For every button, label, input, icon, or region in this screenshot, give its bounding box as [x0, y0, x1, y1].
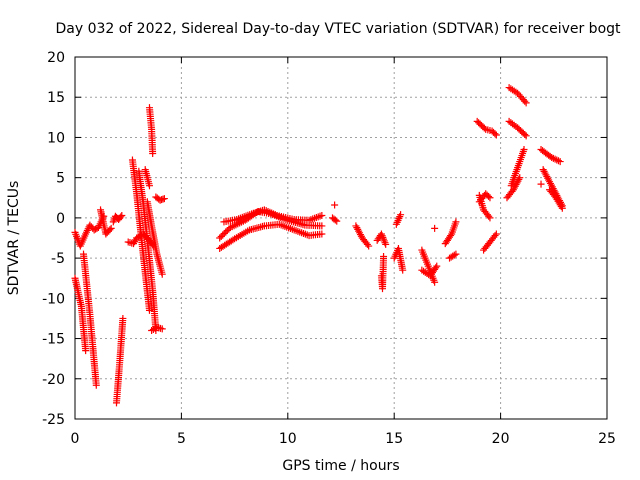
- data-point: [219, 231, 227, 239]
- y-tick-label: 5: [56, 171, 65, 187]
- data-point: [331, 216, 339, 224]
- data-point: [158, 325, 166, 333]
- data-point: [554, 157, 562, 165]
- data-point: [222, 228, 230, 236]
- x-tick-label: 0: [71, 431, 80, 447]
- data-point: [397, 211, 405, 219]
- data-point: [432, 264, 440, 272]
- data-point: [382, 240, 390, 248]
- data-point: [486, 194, 494, 202]
- data-point: [522, 99, 530, 107]
- data-point: [118, 211, 126, 219]
- data-point: [486, 214, 494, 222]
- data-point: [145, 306, 153, 314]
- x-tick-label: 25: [598, 431, 616, 447]
- data-point: [145, 182, 153, 190]
- y-tick-label: -25: [42, 412, 65, 428]
- data-point: [522, 132, 530, 140]
- data-point: [223, 227, 231, 235]
- data-points: [71, 84, 566, 407]
- data-point: [485, 192, 493, 200]
- x-tick-label: 10: [279, 431, 297, 447]
- y-tick-label: 20: [47, 50, 65, 66]
- data-point: [318, 230, 326, 238]
- data-point: [549, 154, 557, 162]
- data-point: [431, 278, 439, 286]
- data-point: [515, 175, 523, 183]
- data-point: [229, 236, 237, 244]
- data-point: [450, 251, 458, 259]
- data-point: [516, 174, 524, 182]
- data-point: [433, 262, 441, 270]
- data-point: [92, 381, 100, 389]
- y-tick-label: -15: [42, 332, 65, 348]
- data-point: [452, 250, 460, 258]
- data-point: [107, 224, 115, 232]
- chart-title: Day 032 of 2022, Sidereal Day-to-day VTE…: [55, 21, 621, 37]
- data-point: [363, 240, 371, 248]
- data-point: [551, 155, 559, 163]
- data-point: [220, 230, 228, 238]
- x-tick-label: 20: [492, 431, 510, 447]
- data-point: [447, 232, 455, 240]
- axis-ticks: 0 5 10 15 20 25 -25 -20 -15 -10 -5 0 5 10 15 20: [42, 50, 616, 447]
- data-point: [556, 158, 564, 166]
- data-point: [160, 195, 168, 203]
- data-point: [217, 233, 225, 241]
- data-point: [82, 347, 90, 355]
- data-point: [149, 241, 157, 249]
- y-tick-label: 10: [47, 130, 65, 146]
- data-point: [331, 201, 339, 209]
- data-point: [150, 242, 158, 250]
- data-point: [216, 234, 224, 242]
- data-point: [380, 253, 388, 261]
- data-point: [521, 130, 529, 138]
- data-point: [158, 270, 166, 278]
- data-point: [521, 97, 529, 105]
- data-point: [491, 232, 499, 240]
- y-tick-label: 15: [47, 90, 65, 106]
- data-point: [106, 226, 114, 234]
- data-point: [480, 124, 488, 132]
- y-tick-label: -10: [42, 291, 65, 307]
- data-point: [452, 218, 460, 226]
- x-tick-label: 15: [385, 431, 403, 447]
- x-axis-label: GPS time / hours: [282, 458, 399, 474]
- data-point: [520, 146, 528, 154]
- data-point: [491, 130, 499, 138]
- y-axis-label: SDTVAR / TECUs: [6, 181, 22, 296]
- data-point: [318, 222, 326, 230]
- data-point: [149, 150, 157, 158]
- data-point: [318, 211, 326, 219]
- data-point: [365, 242, 373, 250]
- data-point: [333, 217, 341, 225]
- data-point: [431, 224, 439, 232]
- y-tick-label: -20: [42, 372, 65, 388]
- y-tick-label: 0: [56, 211, 65, 227]
- grid: [75, 57, 607, 419]
- data-point: [399, 266, 407, 274]
- data-point: [548, 154, 556, 162]
- data-point: [119, 314, 127, 322]
- data-point: [492, 131, 500, 139]
- data-point: [558, 204, 566, 212]
- data-point: [492, 230, 500, 238]
- data-point: [553, 156, 561, 164]
- data-point: [117, 213, 125, 221]
- x-tick-label: 5: [177, 431, 186, 447]
- y-tick-label: -5: [51, 251, 65, 267]
- data-point: [485, 212, 493, 220]
- data-point: [537, 180, 545, 188]
